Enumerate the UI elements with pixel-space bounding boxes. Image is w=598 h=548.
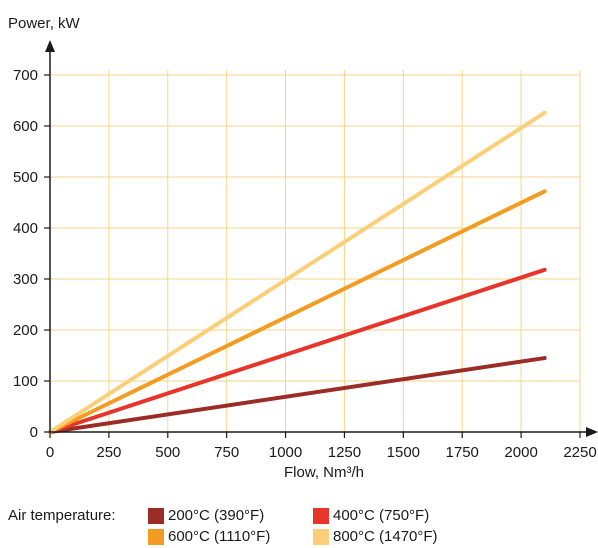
y-tick-label: 0 (30, 424, 38, 441)
x-tick-label: 1750 (446, 444, 479, 461)
axes (44, 40, 598, 438)
legend-item-400c: 400°C (750°F) (313, 505, 429, 527)
y-axis-arrow (45, 40, 55, 52)
y-tick-label: 500 (13, 169, 38, 186)
y-tick-label: 400 (13, 220, 38, 237)
legend-swatch (313, 508, 329, 524)
series-lines (48, 110, 547, 434)
gridlines (50, 70, 581, 432)
legend-swatch (148, 529, 164, 545)
y-tick-label: 600 (13, 118, 38, 135)
x-tick-label: 2000 (504, 444, 537, 461)
x-tick-label: 500 (155, 444, 180, 461)
x-tick-label: 750 (214, 444, 239, 461)
series-line-2 (48, 267, 547, 434)
x-tick-label: 0 (46, 444, 54, 461)
x-tick-label: 1250 (328, 444, 361, 461)
x-axis-title: Flow, Nm³/h (284, 464, 364, 481)
tick-labels: 0 250 500 750 1000 1250 1500 1750 2000 2250 0 100 20… (13, 67, 597, 461)
y-axis-title: Power, kW (8, 15, 81, 32)
legend-item-800c: 800°C (1470°F) (313, 526, 438, 548)
y-tick-label: 300 (13, 271, 38, 288)
legend-swatch (148, 508, 164, 524)
legend-label: 800°C (1470°F) (333, 528, 438, 545)
series-line-3 (48, 189, 547, 434)
y-tick-label: 700 (13, 67, 38, 84)
legend-title: Air temperature: (8, 507, 116, 524)
legend-swatch (313, 529, 329, 545)
series-line-4 (48, 110, 547, 434)
legend-item-600c: 600°C (1110°F) (148, 526, 270, 548)
legend-label: 200°C (390°F) (168, 507, 265, 524)
legend-label: 400°C (750°F) (333, 507, 430, 524)
x-tick-label: 1500 (387, 444, 420, 461)
legend-label: 600°C (1110°F) (168, 528, 271, 545)
legend-item-200c: 200°C (390°F) (148, 505, 264, 527)
x-tick-label: 250 (96, 444, 121, 461)
x-axis-arrow (586, 427, 598, 437)
series-line-1 (48, 356, 547, 434)
y-tick-label: 200 (13, 322, 38, 339)
x-tick-label: 2250 (563, 444, 596, 461)
y-tick-label: 100 (13, 373, 38, 390)
x-tick-label: 1000 (269, 444, 302, 461)
